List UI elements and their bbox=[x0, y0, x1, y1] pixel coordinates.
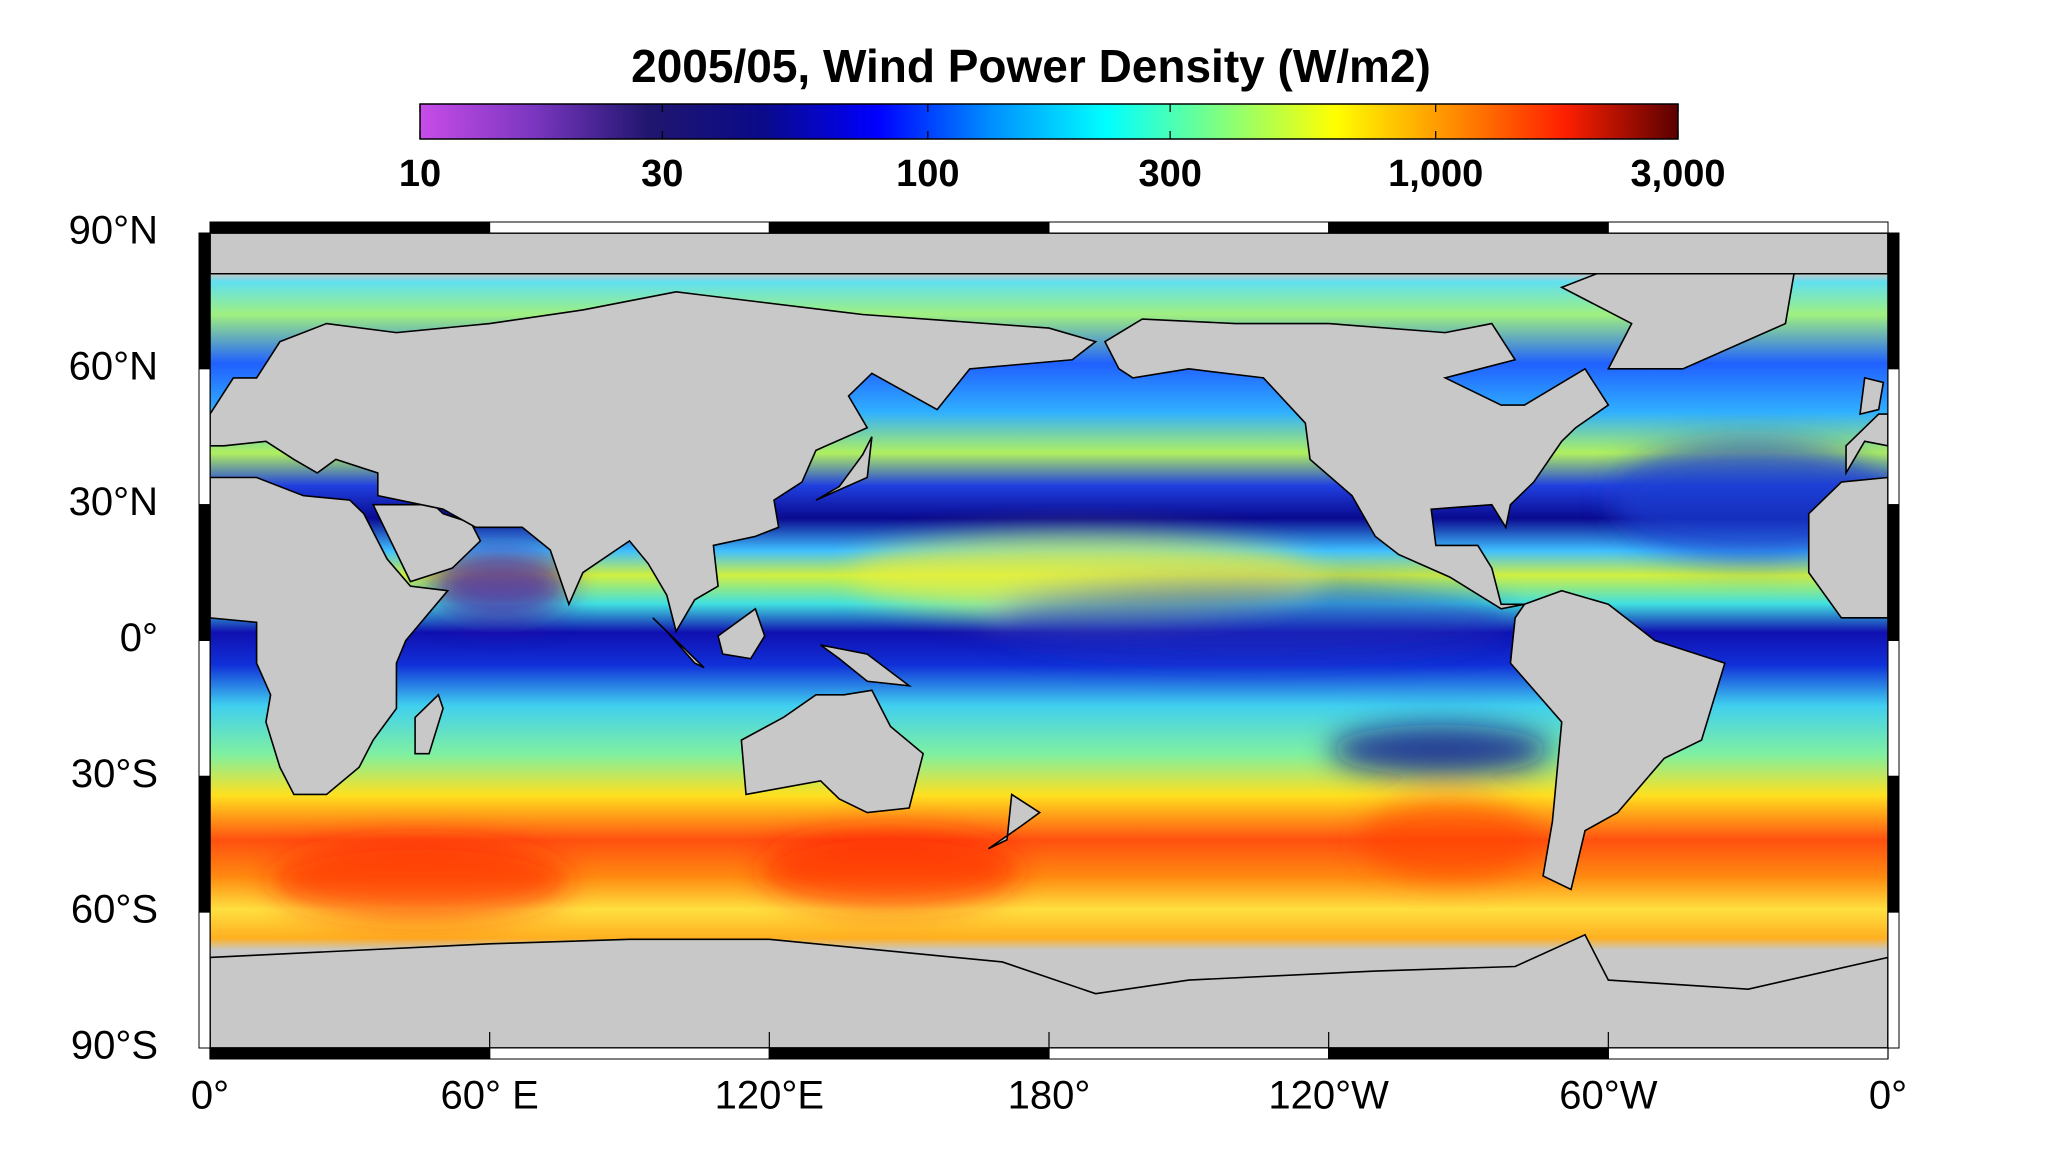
y-tick-label: 90°S bbox=[71, 1024, 158, 1068]
map-title: 2005/05, Wind Power Density (W/m2) bbox=[631, 40, 1431, 92]
frame-band bbox=[1887, 775, 1900, 913]
landmass bbox=[210, 933, 1888, 1048]
y-tick-label: 0° bbox=[120, 616, 158, 660]
frame-band bbox=[198, 504, 211, 641]
frame-band bbox=[1887, 232, 1900, 370]
colorbar: 10 30 100 300 1,000 3,000 bbox=[399, 103, 1726, 195]
landmass bbox=[987, 793, 1042, 850]
x-tick-label: 0° bbox=[1869, 1074, 1907, 1118]
colorbar-tick-label: 30 bbox=[641, 153, 683, 195]
map-frame: 0° 60° E 120°E 180° 120°W 60°W 0° 90°N 60°N 30°N 0… bbox=[69, 209, 1908, 1118]
landmass bbox=[1807, 476, 1888, 619]
frame-band bbox=[768, 221, 1050, 234]
y-tick-label: 90°N bbox=[69, 209, 158, 253]
frame-band bbox=[489, 221, 770, 234]
colorbar-tick-label: 1,000 bbox=[1388, 153, 1483, 195]
x-tick-label: 0° bbox=[191, 1074, 229, 1118]
landmass bbox=[210, 233, 1888, 275]
frame-band bbox=[768, 1047, 1050, 1060]
landmass bbox=[1845, 413, 1888, 476]
landmass bbox=[740, 689, 925, 814]
colorbar-tick-label: 300 bbox=[1138, 153, 1201, 195]
x-tick-label: 120°W bbox=[1268, 1074, 1389, 1118]
frame-band bbox=[1048, 1047, 1330, 1060]
colorbar-tick-label: 10 bbox=[399, 153, 441, 195]
y-tick-label: 30°N bbox=[69, 480, 158, 524]
landmass bbox=[815, 436, 873, 501]
colorbar-tick-label: 100 bbox=[896, 153, 959, 195]
landmass bbox=[1859, 376, 1885, 416]
frame-band bbox=[1887, 368, 1900, 506]
landmass bbox=[210, 476, 450, 796]
x-tick-label: 120°E bbox=[715, 1074, 824, 1118]
frame-band bbox=[1328, 1047, 1609, 1060]
frame-band bbox=[198, 368, 211, 506]
y-tick-label: 60°N bbox=[69, 344, 158, 388]
landmass bbox=[1509, 589, 1726, 891]
frame-band bbox=[1887, 640, 1900, 777]
landmass bbox=[414, 693, 444, 755]
frame-band bbox=[1607, 221, 1889, 234]
landmass bbox=[652, 617, 705, 669]
landmass bbox=[717, 607, 766, 660]
map-field bbox=[210, 233, 1888, 1048]
y-tick-label: 60°S bbox=[71, 888, 158, 932]
frame-band bbox=[209, 1047, 491, 1060]
landmass bbox=[820, 644, 912, 687]
x-tick-label: 60°W bbox=[1559, 1074, 1657, 1118]
frame-band bbox=[198, 775, 211, 913]
x-tick-label: 180° bbox=[1008, 1074, 1091, 1118]
frame-band bbox=[209, 221, 491, 234]
colorbar-gradient bbox=[419, 103, 1679, 140]
frame-band bbox=[198, 232, 211, 370]
frame-band bbox=[1887, 504, 1900, 641]
y-tick-label: 30°S bbox=[71, 752, 158, 796]
frame-band bbox=[198, 911, 211, 1049]
landmass bbox=[210, 291, 1098, 634]
frame-band bbox=[1607, 1047, 1889, 1060]
x-tick-label: 60° E bbox=[441, 1074, 539, 1118]
frame-band bbox=[198, 640, 211, 777]
frame-band bbox=[1328, 221, 1609, 234]
landmass bbox=[1103, 318, 1610, 610]
land bbox=[210, 233, 1888, 1048]
frame-band bbox=[1048, 221, 1330, 234]
frame-band bbox=[489, 1047, 770, 1060]
frame-band bbox=[1887, 911, 1900, 1049]
colorbar-tick-label: 3,000 bbox=[1630, 153, 1725, 195]
